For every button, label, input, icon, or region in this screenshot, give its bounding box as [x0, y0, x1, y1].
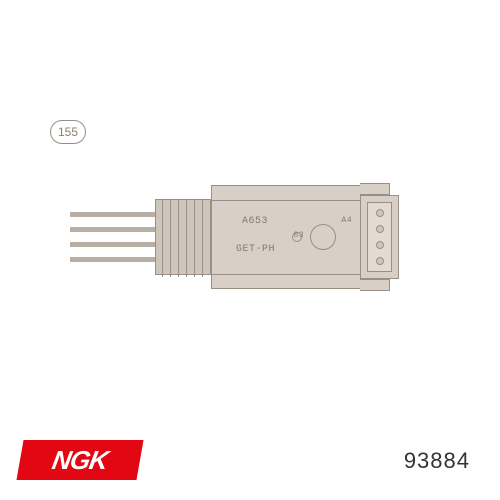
pin-3 — [376, 241, 384, 249]
marking-small1: 03 — [293, 231, 304, 240]
brand-logo: NGK — [16, 440, 143, 480]
cable-sleeve — [155, 199, 211, 275]
marking-line1: A653 — [242, 216, 268, 227]
plugface-inner — [367, 202, 392, 272]
wire-1 — [70, 212, 160, 217]
marking-small2: A4 — [341, 216, 352, 225]
wire-3 — [70, 242, 160, 247]
wire-4 — [70, 257, 160, 262]
reference-badge: 155 — [50, 120, 86, 144]
connector-tab-bottom — [360, 279, 390, 291]
brand-logo-text: NGK — [50, 445, 110, 476]
pin-4 — [376, 257, 384, 265]
connector-tab-top — [360, 183, 390, 195]
connector-body: A653 GET-PH 03 A4 — [211, 185, 361, 289]
wire-2 — [70, 227, 160, 232]
part-number: 93884 — [404, 448, 470, 474]
pin-2 — [376, 225, 384, 233]
connector-plugface — [361, 195, 399, 279]
connector-diagram: A653 GET-PH 03 A4 — [70, 175, 440, 305]
pin-1 — [376, 209, 384, 217]
reference-badge-label: 155 — [58, 125, 78, 139]
marking-line2: GET-PH — [236, 244, 275, 255]
